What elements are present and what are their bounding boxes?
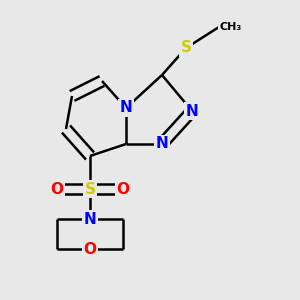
Text: S: S <box>85 182 95 196</box>
Text: N: N <box>156 136 168 152</box>
Text: O: O <box>50 182 64 196</box>
Text: O: O <box>83 242 97 256</box>
Text: O: O <box>116 182 130 196</box>
Text: N: N <box>186 103 198 118</box>
Text: CH₃: CH₃ <box>219 22 241 32</box>
Text: S: S <box>181 40 191 56</box>
Text: N: N <box>84 212 96 226</box>
Text: N: N <box>120 100 132 116</box>
